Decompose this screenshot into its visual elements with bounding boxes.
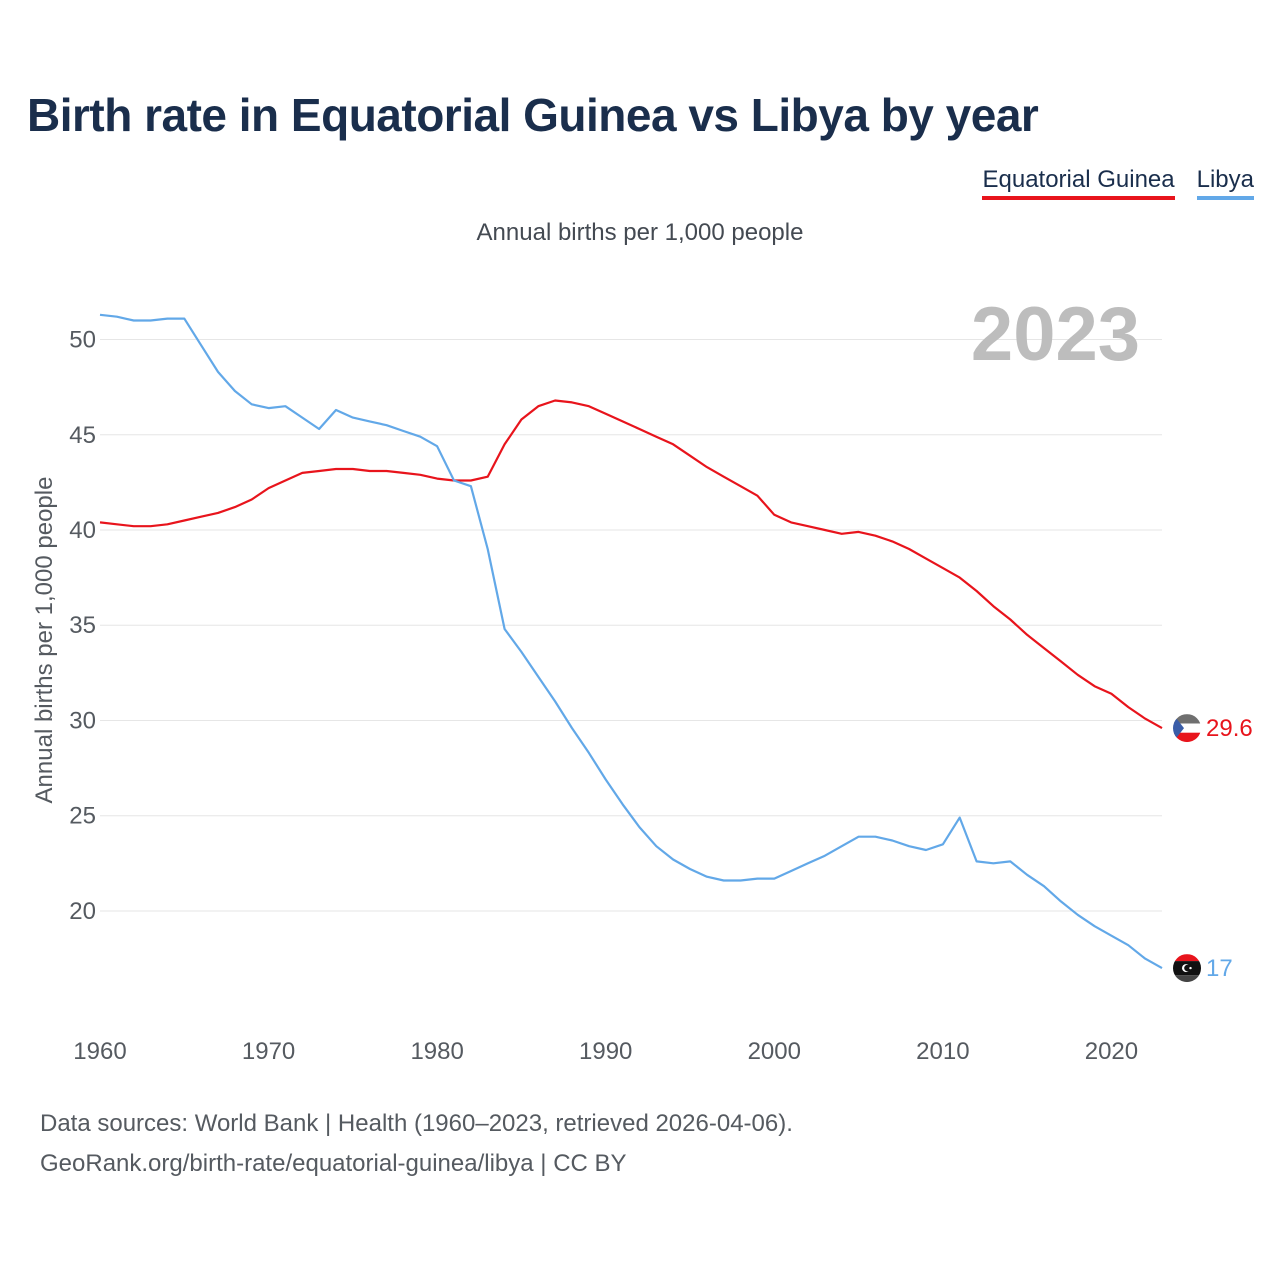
- flag-icon-equatorial-guinea: [1173, 714, 1201, 743]
- legend-item-equatorial-guinea[interactable]: Equatorial Guinea: [982, 166, 1175, 200]
- flag-icon-libya: [1173, 954, 1201, 983]
- x-tick-label: 1970: [242, 1038, 295, 1065]
- x-tick-label: 1990: [579, 1038, 632, 1065]
- y-tick-label: 20: [69, 898, 96, 925]
- y-axis-ticks: 20 25 30 35 40 45 50: [69, 327, 96, 925]
- x-tick-label: 2010: [916, 1038, 969, 1065]
- y-tick-label: 30: [69, 707, 96, 734]
- x-tick-label: 1960: [73, 1038, 126, 1065]
- legend: Equatorial Guinea Libya: [982, 166, 1254, 200]
- source-line-data: Data sources: World Bank | Health (1960–…: [40, 1110, 793, 1137]
- y-tick-label: 35: [69, 612, 96, 639]
- x-tick-label: 1980: [410, 1038, 463, 1065]
- end-value-label: 17: [1206, 955, 1233, 982]
- end-value-label: 29.6: [1206, 715, 1253, 742]
- legend-item-libya[interactable]: Libya: [1196, 166, 1254, 200]
- y-axis-label: Annual births per 1,000 people: [31, 477, 58, 804]
- series-lines: [99, 313, 1163, 970]
- series-endpoints: 29.6 17: [1173, 714, 1253, 983]
- page-title: Birth rate in Equatorial Guinea vs Libya…: [27, 89, 1039, 141]
- y-tick-label: 25: [69, 803, 96, 830]
- year-watermark: 2023: [971, 292, 1140, 377]
- y-tick-label: 45: [69, 422, 96, 449]
- x-tick-label: 2020: [1085, 1038, 1138, 1065]
- source-note: Data sources: World Bank | Health (1960–…: [40, 1104, 793, 1184]
- y-tick-label: 50: [69, 327, 96, 354]
- gridlines: [100, 339, 1162, 912]
- x-axis-ticks: 1960 1970 1980 1990 2000 2010 2020: [73, 1038, 1138, 1065]
- y-tick-label: 40: [69, 517, 96, 544]
- series-line-equatorial-guinea[interactable]: [99, 399, 1163, 730]
- source-line-url[interactable]: GeoRank.org/birth-rate/equatorial-guinea…: [40, 1150, 627, 1177]
- x-tick-label: 2000: [748, 1038, 801, 1065]
- series-line-libya[interactable]: [99, 313, 1163, 970]
- chart-subtitle: Annual births per 1,000 people: [477, 219, 804, 246]
